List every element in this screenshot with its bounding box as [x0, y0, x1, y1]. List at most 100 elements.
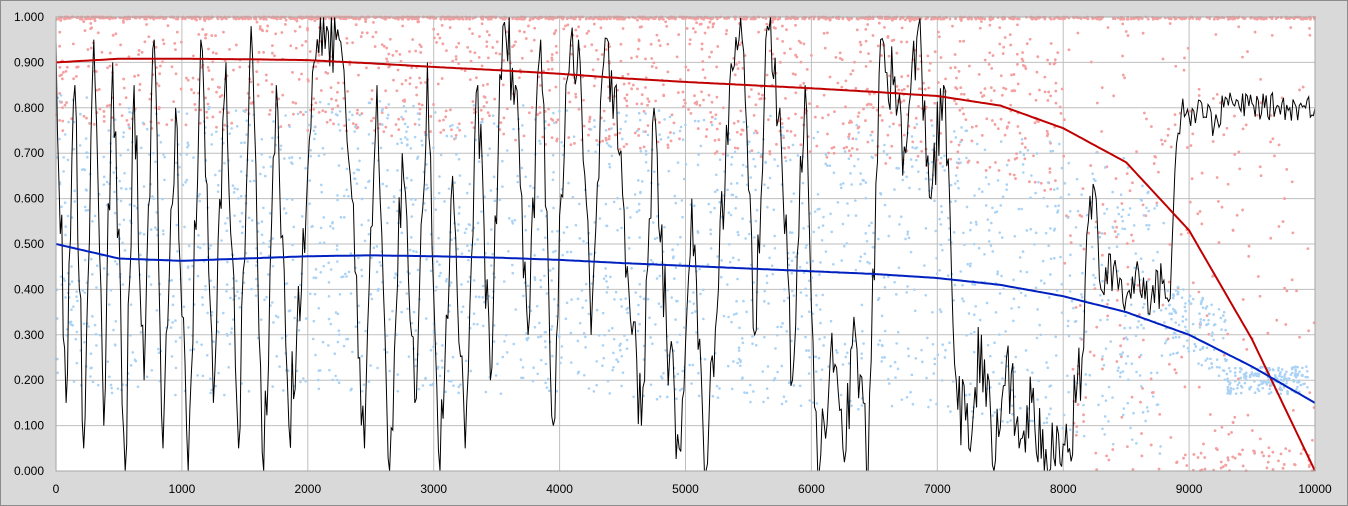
pink-point — [61, 70, 65, 74]
light-blue-point — [307, 123, 311, 127]
light-blue-point — [405, 292, 409, 295]
pink-point — [711, 22, 715, 26]
light-blue-point — [633, 193, 637, 196]
light-blue-point — [429, 269, 433, 273]
pink-point — [1285, 289, 1289, 293]
light-blue-point — [472, 322, 476, 326]
pink-point — [154, 45, 158, 49]
light-blue-point — [819, 261, 822, 264]
pink-point — [657, 39, 661, 42]
pink-point — [1124, 30, 1128, 33]
pink-point — [330, 97, 333, 101]
light-blue-point — [432, 146, 435, 150]
light-blue-point — [822, 215, 825, 219]
pink-point — [300, 72, 303, 76]
pink-point — [486, 56, 490, 60]
light-blue-point — [161, 229, 165, 233]
pink-point — [108, 64, 112, 68]
light-blue-point — [370, 256, 373, 260]
light-blue-point — [285, 197, 289, 201]
light-blue-point — [278, 365, 281, 368]
pink-point — [1115, 360, 1119, 363]
pink-point — [1121, 73, 1125, 77]
light-blue-point — [1192, 349, 1196, 353]
light-blue-point — [191, 264, 194, 268]
light-blue-point — [688, 363, 691, 367]
pink-point — [635, 55, 639, 59]
pink-point — [885, 17, 889, 21]
light-blue-point — [1258, 383, 1261, 387]
pink-point — [1200, 171, 1204, 175]
pink-point — [892, 17, 895, 21]
pink-point — [763, 28, 767, 32]
light-blue-point — [1176, 290, 1180, 294]
pink-point — [865, 103, 869, 107]
pink-point — [468, 50, 472, 54]
light-blue-point — [807, 349, 811, 352]
light-blue-point — [240, 231, 244, 235]
light-blue-point — [411, 203, 415, 206]
pink-point — [768, 149, 772, 153]
light-blue-point — [56, 371, 59, 375]
pink-point — [750, 149, 754, 153]
pink-point — [1190, 177, 1194, 181]
light-blue-point — [449, 281, 453, 284]
light-blue-point — [550, 230, 554, 233]
pink-point — [420, 103, 424, 107]
light-blue-point — [773, 376, 777, 380]
light-blue-point — [1019, 270, 1022, 273]
light-blue-point — [726, 188, 729, 192]
light-blue-point — [174, 319, 177, 322]
light-blue-point — [149, 228, 153, 231]
pink-point — [997, 169, 1001, 172]
light-blue-point — [1088, 373, 1092, 377]
pink-point — [844, 79, 848, 83]
pink-point — [1054, 101, 1058, 105]
pink-point — [1215, 92, 1219, 96]
light-blue-point — [961, 297, 964, 300]
pink-point — [1111, 448, 1115, 451]
pink-point — [886, 133, 890, 137]
light-blue-point — [188, 277, 191, 281]
light-blue-point — [663, 118, 666, 121]
light-blue-point — [858, 259, 862, 263]
pink-point — [436, 82, 440, 86]
pink-point — [802, 81, 806, 85]
pink-point — [866, 23, 870, 26]
light-blue-point — [697, 371, 700, 375]
light-blue-point — [1272, 368, 1275, 372]
pink-point — [205, 116, 209, 120]
pink-point — [1247, 254, 1251, 258]
light-blue-point — [756, 327, 759, 330]
light-blue-point — [730, 193, 734, 197]
light-blue-point — [676, 243, 680, 246]
light-blue-point — [486, 242, 490, 245]
light-blue-point — [93, 214, 97, 218]
pink-point — [440, 77, 444, 80]
pink-point — [1105, 454, 1109, 458]
light-blue-point — [893, 360, 897, 364]
light-blue-point — [212, 340, 215, 344]
light-blue-point — [1234, 392, 1238, 395]
pink-point — [336, 81, 340, 85]
light-blue-point — [1082, 403, 1085, 407]
light-blue-point — [887, 382, 891, 385]
light-blue-point — [252, 179, 256, 183]
light-blue-point — [753, 165, 757, 168]
pink-point — [988, 17, 992, 21]
light-blue-point — [680, 199, 684, 202]
light-blue-point — [526, 284, 530, 288]
light-blue-point — [532, 366, 535, 370]
light-blue-point — [784, 400, 788, 403]
pink-point — [902, 99, 906, 103]
pink-point — [1048, 167, 1052, 171]
light-blue-point — [1167, 303, 1171, 307]
pink-point — [1160, 138, 1163, 142]
pink-point — [596, 57, 600, 61]
light-blue-point — [1174, 311, 1178, 315]
light-blue-point — [360, 197, 364, 201]
pink-point — [1008, 33, 1012, 37]
pink-point — [642, 145, 646, 149]
light-blue-point — [308, 202, 311, 206]
light-blue-point — [393, 276, 396, 279]
